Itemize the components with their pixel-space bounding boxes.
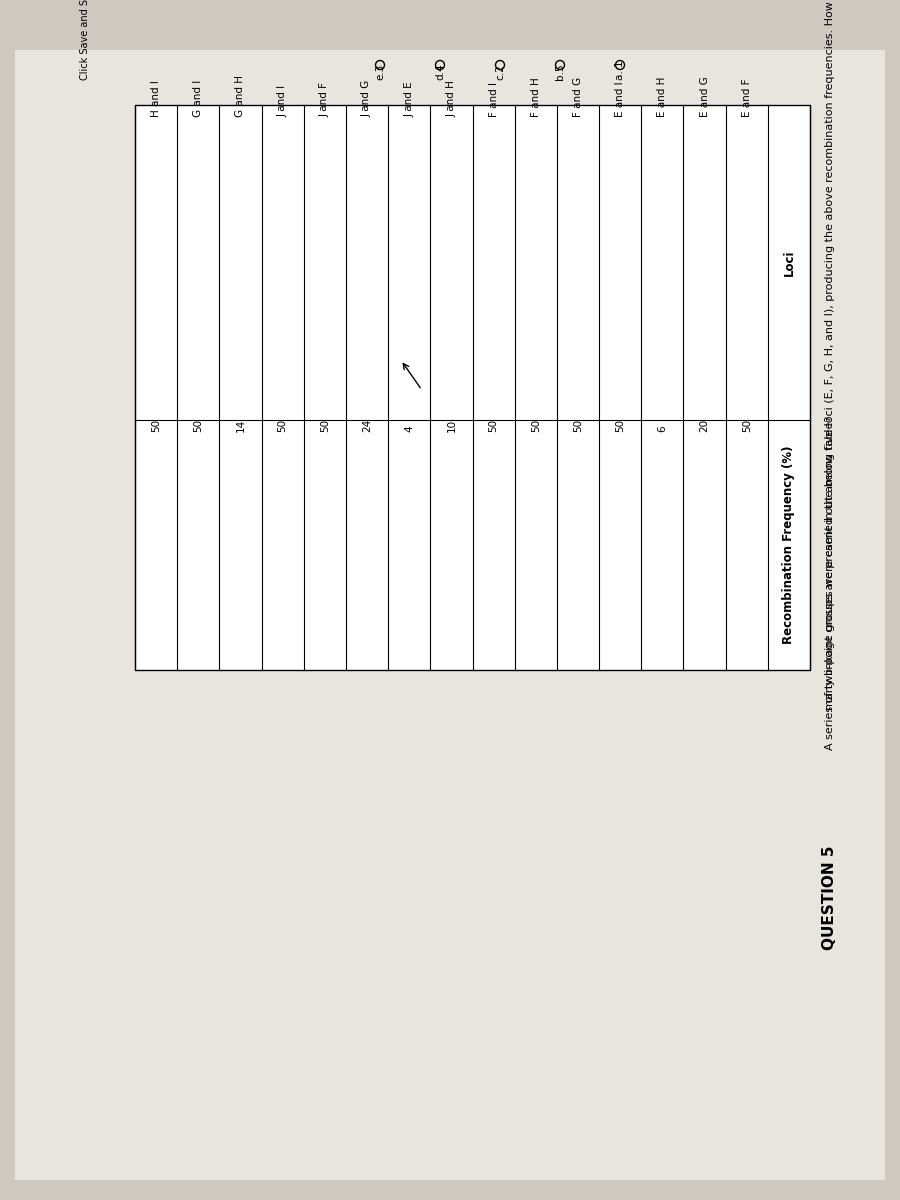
Text: 4: 4	[404, 425, 414, 432]
Text: d.4: d.4	[435, 64, 445, 80]
Text: G and I: G and I	[194, 79, 203, 116]
Text: 50: 50	[320, 419, 329, 432]
Text: A series of two-point crosses were carried out among five loci (E, F, G, H, and : A series of two-point crosses were carri…	[825, 1, 835, 750]
Text: E and G: E and G	[699, 77, 709, 116]
Text: 50: 50	[489, 419, 499, 432]
Text: 14: 14	[236, 419, 246, 432]
Text: J and F: J and F	[320, 82, 329, 116]
Text: J and H: J and H	[446, 80, 456, 116]
Text: 6: 6	[657, 425, 667, 432]
Text: Click Save and Submit to save and submit. Click Save All Answers to save all ans: Click Save and Submit to save and submit…	[80, 0, 90, 80]
Text: J and E: J and E	[404, 82, 414, 116]
Text: 50: 50	[194, 419, 203, 432]
Text: 50: 50	[742, 419, 751, 432]
Text: J and G: J and G	[362, 79, 372, 116]
Polygon shape	[15, 50, 885, 1180]
Text: J and I: J and I	[278, 85, 288, 116]
Text: many linkage groups are present in the below table?: many linkage groups are present in the b…	[825, 415, 835, 710]
Text: c.2: c.2	[495, 65, 505, 80]
Text: 50: 50	[531, 419, 541, 432]
Text: F and I: F and I	[489, 82, 499, 116]
Polygon shape	[135, 104, 810, 670]
Text: Recombination Frequency (%): Recombination Frequency (%)	[782, 445, 796, 644]
Text: 24: 24	[362, 419, 372, 432]
Text: 10: 10	[446, 419, 456, 432]
Text: a. 1: a. 1	[615, 60, 625, 80]
Text: b.5: b.5	[555, 64, 565, 80]
Text: H and I: H and I	[151, 80, 161, 116]
Text: QUESTION 5: QUESTION 5	[823, 846, 838, 950]
Text: E and F: E and F	[742, 78, 751, 116]
Text: Loci: Loci	[782, 250, 796, 276]
Text: e.3: e.3	[375, 64, 385, 80]
Text: 50: 50	[573, 419, 583, 432]
Text: 50: 50	[278, 419, 288, 432]
Text: 50: 50	[616, 419, 625, 432]
Text: F and H: F and H	[531, 77, 541, 116]
Text: 50: 50	[151, 419, 161, 432]
Text: F and G: F and G	[573, 77, 583, 116]
Text: G and H: G and H	[236, 74, 246, 116]
Text: E and I: E and I	[616, 82, 625, 116]
Text: E and H: E and H	[657, 77, 667, 116]
Text: 20: 20	[699, 419, 709, 432]
